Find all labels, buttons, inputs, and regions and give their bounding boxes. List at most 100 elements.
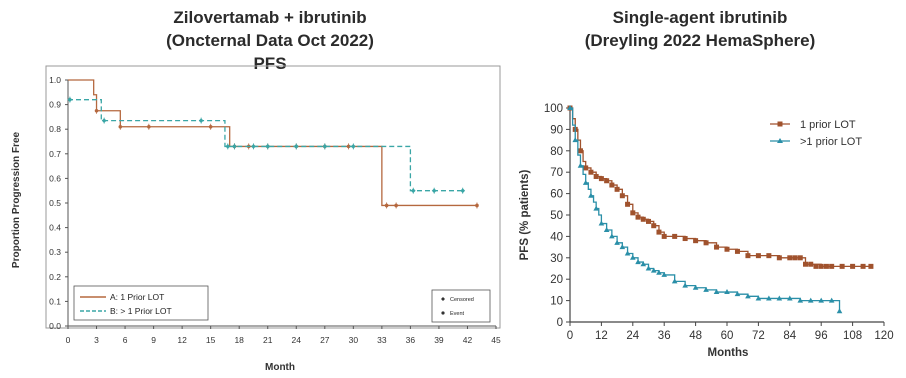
right-y-tick-label: 80 <box>550 146 563 158</box>
right-series-2-marker <box>624 250 631 256</box>
right-chart: 0 10 20 30 40 50 60 70 80 90 100 0 12 24 36 48 60 72 84 96 1… <box>519 103 894 359</box>
right-series-2-marker <box>598 220 605 226</box>
right-legend-label-2: >1 prior LOT <box>800 136 862 148</box>
right-series-1-marker <box>672 233 678 239</box>
left-x-tick-label: 39 <box>434 335 444 345</box>
left-symbol-legend-censored: Censored <box>450 297 474 303</box>
right-y-tick-label: 70 <box>550 167 563 179</box>
right-series-1-marker <box>818 263 824 269</box>
right-title-line-1: Single-agent ibrutinib <box>612 8 788 27</box>
left-y-tick-label: 0.1 <box>49 296 61 306</box>
right-series-2-marker <box>609 233 615 239</box>
left-series-line-1 <box>68 79 477 207</box>
right-series-2-marker <box>661 271 667 277</box>
right-series-1-marker <box>588 169 594 175</box>
right-series-2-marker <box>603 226 610 232</box>
right-y-tick-label: 40 <box>550 231 563 243</box>
right-series-1-marker <box>640 216 646 222</box>
right-series-1-marker <box>635 214 641 220</box>
right-series-1-marker <box>868 263 874 269</box>
right-series-1-marker <box>682 236 688 242</box>
right-series-1-marker <box>839 263 845 269</box>
triangle-marker-icon <box>777 138 783 143</box>
right-series-1-marker <box>755 253 761 259</box>
right-series-2-marker <box>619 244 626 250</box>
left-x-tick-label: 42 <box>463 335 473 345</box>
right-series-2-marker <box>593 205 599 211</box>
left-x-tick-label: 9 <box>151 335 156 345</box>
right-series-2-marker <box>703 286 709 292</box>
left-x-tick-label: 27 <box>320 335 330 345</box>
left-x-tick-label: 36 <box>406 335 416 345</box>
left-legend-label-2: B: > 1 Prior LOT <box>110 306 172 316</box>
right-series-2-marker <box>797 297 804 303</box>
right-series-1-marker <box>598 176 604 182</box>
left-y-tick-label: 0.6 <box>49 173 61 183</box>
right-series-2-marker <box>836 308 843 314</box>
censored-symbol-icon <box>441 297 445 301</box>
right-legend: 1 prior LOT >1 prior LOT <box>770 119 862 148</box>
right-x-tick-label: 0 <box>567 330 573 342</box>
right-series-2-marker <box>682 282 688 288</box>
right-title-line-2: (Dreyling 2022 HemaSphere) <box>584 31 816 50</box>
left-x-tick-label: 0 <box>66 335 71 345</box>
right-series-1-marker <box>609 182 615 188</box>
right-series-1-marker <box>797 255 803 261</box>
left-symbol-legend: Censored Event <box>431 289 491 323</box>
left-x-tick-label: 24 <box>292 335 302 345</box>
left-x-tick-label: 30 <box>349 335 359 345</box>
right-series-1-marker <box>625 201 631 207</box>
right-series-2-marker <box>745 293 751 299</box>
right-series-2-marker <box>807 297 814 303</box>
left-legend-box <box>73 285 209 321</box>
left-y-tick-label: 0.4 <box>49 223 61 233</box>
right-series-1-marker <box>630 210 636 216</box>
left-y-tick-label: 1.0 <box>49 75 61 85</box>
right-x-tick-label: 48 <box>689 330 702 342</box>
right-y-tick-label: 30 <box>550 253 563 265</box>
left-chart-frame <box>45 65 501 329</box>
right-series-1-marker <box>850 263 856 269</box>
right-series-2-marker <box>582 179 589 185</box>
square-marker-icon <box>777 121 783 127</box>
right-series-2-marker <box>692 284 699 290</box>
left-y-tick-label: 0.0 <box>49 321 61 331</box>
left-y-tick-label: 0.5 <box>49 198 61 208</box>
right-series-2-marker <box>645 265 652 271</box>
left-x-tick-label: 21 <box>263 335 273 345</box>
right-x-tick-label: 36 <box>658 330 671 342</box>
right-series-2-marker <box>755 295 762 301</box>
left-y-tick-label: 0.8 <box>49 124 61 134</box>
right-series-2-marker <box>656 269 662 275</box>
right-series-2-marker <box>635 259 641 265</box>
right-series-1-marker <box>766 253 772 259</box>
left-x-tick-label: 12 <box>177 335 187 345</box>
right-x-tick-label: 120 <box>874 330 893 342</box>
right-series-1-marker <box>823 263 829 269</box>
right-series-2-marker <box>671 278 678 284</box>
right-series-2-marker <box>630 254 636 260</box>
right-series-2-marker <box>766 295 772 301</box>
left-y-axis-label: Proportion Progression Free <box>11 131 22 268</box>
right-series-1-marker <box>656 229 662 235</box>
right-series-2-marker <box>572 137 579 143</box>
right-series-2-marker <box>650 267 657 273</box>
right-x-tick-label: 96 <box>815 330 828 342</box>
right-y-axis-label: PFS (% patients) <box>519 169 531 260</box>
right-series-1-marker <box>661 233 667 239</box>
right-series-1-marker <box>646 218 651 224</box>
right-x-tick-label: 60 <box>721 330 734 342</box>
right-series-1-marker <box>703 240 709 246</box>
right-series-2-marker <box>734 291 741 297</box>
right-series-2-marker <box>818 297 824 303</box>
right-series-1-marker <box>792 255 798 261</box>
left-y-tick-label: 0.9 <box>49 100 61 110</box>
left-symbol-legend-event: Event <box>450 311 465 317</box>
right-series-1-marker <box>714 244 720 250</box>
left-x-tick-label: 33 <box>377 335 387 345</box>
left-x-tick-label: 45 <box>491 335 501 345</box>
right-x-tick-label: 84 <box>783 330 796 342</box>
right-legend-label-1: 1 prior LOT <box>800 119 856 131</box>
right-series-1-marker <box>583 165 589 171</box>
